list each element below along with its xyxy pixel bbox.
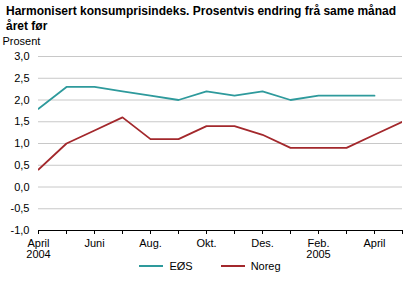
svg-text:April2004: April2004 [26,237,50,260]
svg-text:3,0: 3,0 [14,50,29,62]
svg-text:2,0: 2,0 [14,94,29,106]
svg-text:Prosent: Prosent [3,35,41,47]
svg-text:2,5: 2,5 [14,72,29,84]
svg-text:-0,5: -0,5 [11,202,30,214]
svg-text:1,0: 1,0 [14,137,29,149]
svg-text:Aug.: Aug. [139,237,162,249]
html-text:Harmonisert konsumprisindeks.: Harmonisert konsumprisindeks. Prosentvis… [6,4,397,33]
svg-text:0,0: 0,0 [14,181,29,193]
svg-text:1,5: 1,5 [14,115,29,127]
svg-text:Feb.2005: Feb.2005 [306,237,330,260]
svg-text:April: April [363,237,385,249]
svg-text:Des.: Des. [251,237,274,249]
svg-text:Okt.: Okt. [196,237,216,249]
svg-text:Juni: Juni [84,237,104,249]
html-text:EØS: EØS [169,260,193,272]
svg-text:-1,0: -1,0 [11,224,30,236]
html-text:Noreg: Noreg [250,260,281,272]
svg-text:0,5: 0,5 [14,159,29,171]
